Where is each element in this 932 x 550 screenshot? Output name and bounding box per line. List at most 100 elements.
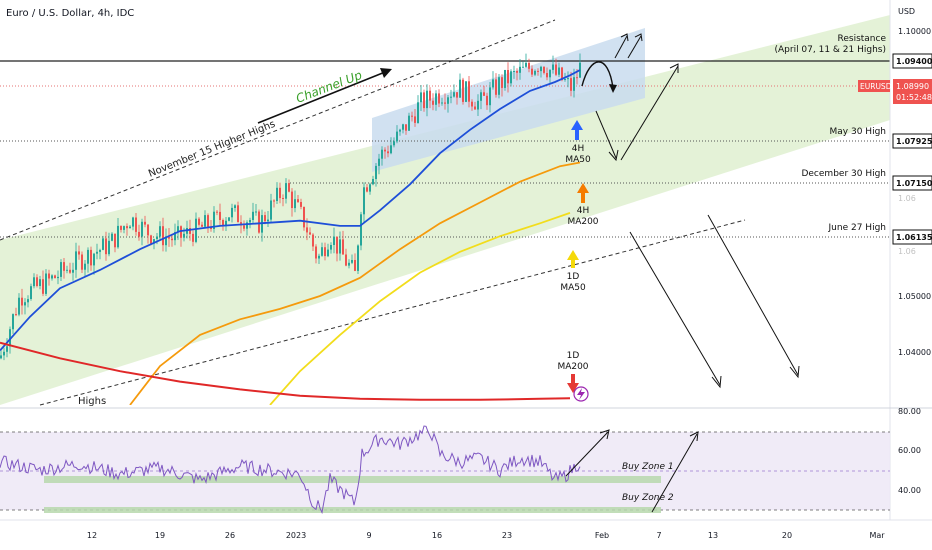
time-tick: 16 <box>432 531 442 540</box>
candle-body <box>102 238 104 250</box>
candle-body <box>354 260 356 271</box>
candle-body <box>486 95 488 106</box>
candle-body <box>369 184 371 192</box>
candle-body <box>384 149 386 152</box>
rsi-pane[interactable]: Buy Zone 1 Buy Zone 2 80.00 60.00 40.00 <box>0 407 921 515</box>
buy-zone-2 <box>44 507 661 513</box>
candle-body <box>516 71 518 73</box>
candle-body <box>225 220 227 227</box>
axis-tick-110000: 1.10000 <box>898 27 931 36</box>
candle-body <box>36 277 38 286</box>
candle-body <box>513 71 515 72</box>
candle-body <box>495 79 497 95</box>
time-tick: 13 <box>708 531 718 540</box>
candle-body <box>114 233 116 248</box>
candle-body <box>333 236 335 245</box>
candle-body <box>339 239 341 254</box>
candle-body <box>117 225 119 248</box>
candle-body <box>444 102 446 104</box>
candle-body <box>198 218 200 225</box>
resistance-sublabel: (April 07, 11 & 21 Highs) <box>774 45 886 55</box>
chart-title: Euro / U.S. Dollar, 4h, IDC <box>6 8 134 19</box>
candle-body <box>18 297 20 315</box>
candle-body <box>87 249 89 264</box>
candle-body <box>342 239 344 255</box>
candle-body <box>543 66 545 73</box>
svg-text:4H: 4H <box>577 206 590 216</box>
candle-body <box>360 214 362 246</box>
candle-body <box>522 66 524 68</box>
candle-body <box>84 263 86 270</box>
candle-body <box>351 260 353 263</box>
candle-body <box>561 67 563 80</box>
candle-body <box>504 70 506 88</box>
time-tick: 19 <box>155 531 165 540</box>
candle-body <box>420 92 422 103</box>
candle-body <box>33 277 35 287</box>
ma-line-4h-ma200 <box>129 161 581 405</box>
candle-body <box>81 254 83 270</box>
candle-body <box>132 217 134 227</box>
candle-body <box>411 115 413 117</box>
candle-body <box>264 215 266 222</box>
candle-body <box>465 81 467 102</box>
candle-body <box>174 232 176 241</box>
candle-body <box>144 221 146 225</box>
candle-body <box>417 102 419 123</box>
moving-averages <box>0 69 581 405</box>
candle-body <box>42 279 44 294</box>
candle-body <box>282 198 284 199</box>
candle-body <box>573 77 575 91</box>
rsi-series-line <box>0 425 581 515</box>
time-tick: 26 <box>225 531 235 540</box>
candle-body <box>489 87 491 106</box>
candle-body <box>327 249 329 257</box>
candle-body <box>192 233 194 242</box>
svg-text:1D: 1D <box>567 272 580 282</box>
rsi-tick-80: 80.00 <box>898 407 921 416</box>
candle-body <box>549 69 551 78</box>
consolidation-range <box>372 28 645 172</box>
jun27-label: June 27 High <box>828 223 886 233</box>
svg-text:1.07150: 1.07150 <box>896 179 932 188</box>
candle-body <box>177 226 179 233</box>
candle-body <box>480 92 482 101</box>
candle-body <box>330 245 332 250</box>
candle-body <box>48 273 50 279</box>
candle-body <box>456 92 458 98</box>
candle-body <box>3 351 5 356</box>
buy-zone-1 <box>44 476 661 483</box>
candle-body <box>135 217 137 232</box>
ma-label-4h-ma50: 4H MA50 <box>565 120 591 165</box>
candle-body <box>213 211 215 229</box>
candle-body <box>459 79 461 98</box>
candle-body <box>204 215 206 227</box>
candle-body <box>27 299 29 303</box>
candle-body <box>402 124 404 130</box>
candle-body <box>348 262 350 266</box>
rsi-tick-40: 40.00 <box>898 486 921 495</box>
rsi-projection-arrows <box>565 429 699 513</box>
candle-body <box>309 232 311 235</box>
ma-line-1d-ma200 <box>0 341 571 401</box>
candle-body <box>501 77 503 88</box>
svg-text:MA50: MA50 <box>560 283 586 293</box>
candle-body <box>222 220 224 227</box>
candle-body <box>21 297 23 306</box>
candle-body <box>315 246 317 259</box>
lightning-icon[interactable] <box>573 386 589 402</box>
svg-text:1.06135: 1.06135 <box>896 233 932 242</box>
candle-body <box>510 71 512 84</box>
candle-body <box>93 253 95 266</box>
candle-body <box>168 237 170 239</box>
svg-text:1D: 1D <box>567 351 580 361</box>
candle-body <box>237 205 239 223</box>
svg-text:EURUSD: EURUSD <box>860 82 892 91</box>
candle-body <box>228 217 230 221</box>
candle-body <box>498 77 500 95</box>
time-axis[interactable]: 12 19 26 2023 9 16 23 Feb 7 13 20 Mar <box>87 531 885 540</box>
candle-body <box>534 70 536 75</box>
candle-body <box>576 77 578 79</box>
